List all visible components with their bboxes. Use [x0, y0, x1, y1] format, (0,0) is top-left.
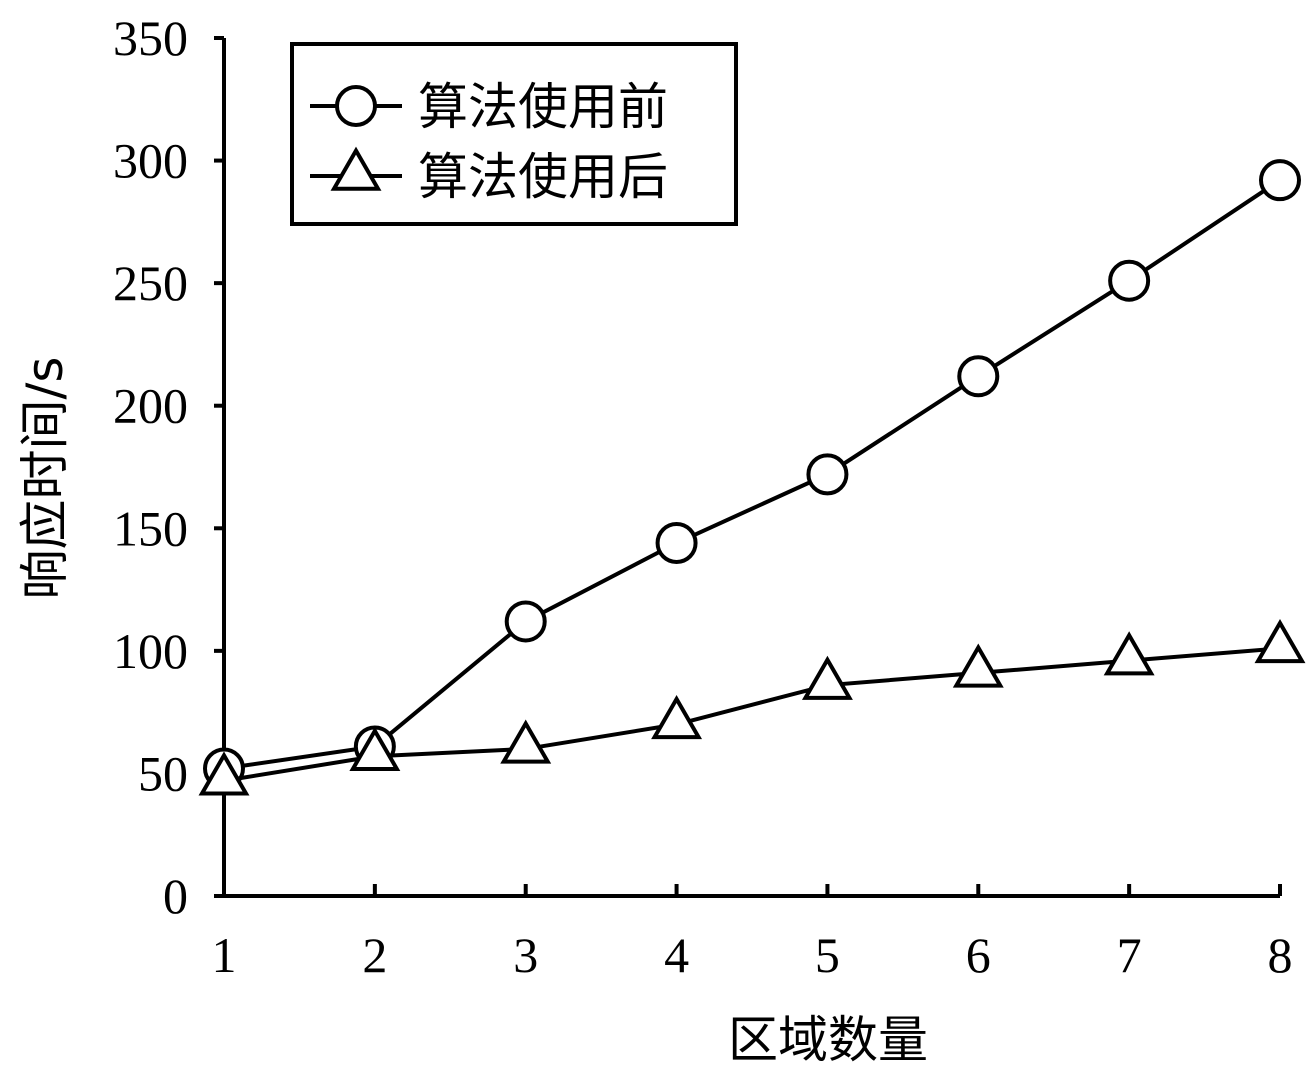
data-point	[806, 453, 849, 496]
y-tick-label: 250	[113, 255, 188, 311]
legend-label: 算法使用后	[418, 148, 668, 206]
series-2	[198, 619, 1306, 796]
data-point	[1108, 259, 1151, 302]
y-axis-title: 响应时间/s	[16, 357, 74, 600]
data-point	[1254, 619, 1306, 664]
data-point	[1103, 631, 1155, 676]
data-point	[500, 719, 552, 764]
y-tick-label: 300	[113, 133, 188, 189]
x-tick-label: 6	[966, 927, 991, 983]
data-point	[655, 521, 698, 564]
y-tick-label: 150	[113, 500, 188, 556]
y-tick-label: 50	[138, 745, 188, 801]
data-point	[1259, 159, 1301, 202]
legend-marker	[330, 146, 382, 191]
data-point	[957, 355, 1000, 398]
x-tick-label: 7	[1117, 927, 1142, 983]
y-tick-label: 350	[113, 10, 188, 66]
y-ticks: 0 50 100 150 200 250 300 350	[113, 10, 224, 924]
y-tick-label: 100	[113, 623, 188, 679]
series-line	[223, 646, 1281, 783]
x-tick-label: 3	[513, 927, 538, 983]
data-point	[801, 655, 853, 700]
x-tick-label: 4	[664, 927, 689, 983]
legend-label: 算法使用前	[418, 78, 668, 136]
x-tick-label: 2	[362, 927, 387, 983]
x-tick-label: 5	[815, 927, 840, 983]
x-ticks: 1 2 3 4 5 6 7 8	[212, 884, 1293, 983]
data-point	[651, 694, 703, 740]
legend-box	[290, 42, 738, 226]
x-tick-label: 8	[1268, 927, 1293, 983]
series-1	[203, 159, 1301, 790]
data-point	[349, 726, 401, 771]
y-tick-label: 0	[163, 868, 188, 924]
data-point	[198, 751, 250, 796]
series-line	[223, 178, 1282, 771]
y-tick-label: 200	[113, 378, 188, 434]
data-point	[952, 643, 1004, 688]
x-tick-label: 1	[212, 927, 237, 983]
legend-marker	[335, 85, 377, 127]
x-axis-title: 区域数量	[728, 1011, 928, 1069]
data-point	[504, 600, 547, 643]
series-layer	[198, 159, 1306, 796]
